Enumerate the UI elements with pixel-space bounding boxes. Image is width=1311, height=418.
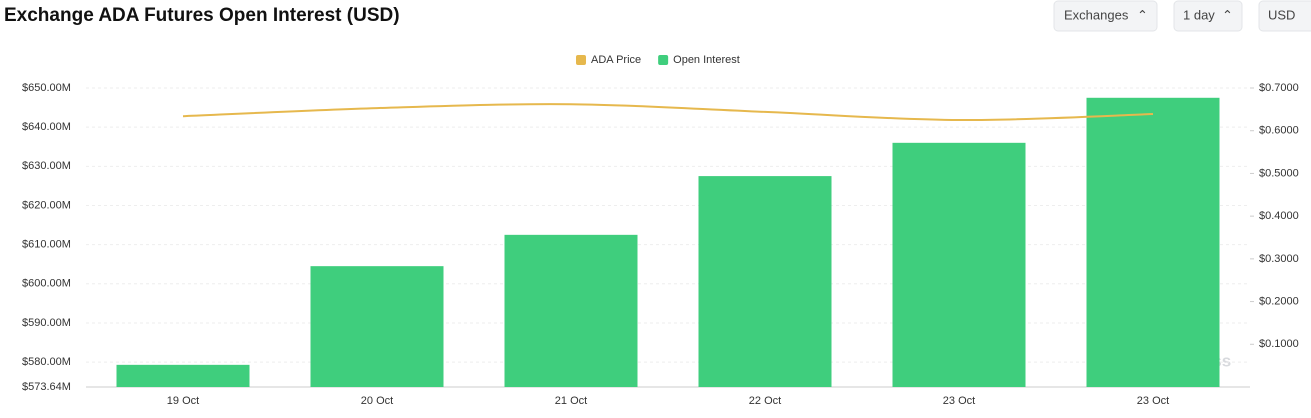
legend-swatch — [658, 55, 669, 65]
y2-tick-label: $0.4000 — [1259, 210, 1299, 222]
control-box[interactable] — [1053, 0, 1158, 32]
bar — [310, 266, 444, 387]
y-tick-label: $580.00M — [22, 356, 71, 368]
y2-tick-label: $0.7000 — [1259, 82, 1299, 94]
y2-tick-label: $0.5000 — [1259, 167, 1299, 179]
x-tick-label: 21 Oct — [555, 395, 587, 407]
x-tick-label: 20 Oct — [361, 395, 393, 407]
legend-label: Open Interest — [673, 54, 740, 66]
y-tick-label: $650.00M — [22, 82, 71, 94]
x-tick-label: 23 Oct — [943, 395, 975, 407]
bar — [1086, 97, 1220, 387]
legend-label: ADA Price — [591, 54, 641, 66]
chart-title: Exchange ADA Futures Open Interest (USD) — [4, 5, 400, 26]
y2-tick-label: $0.2000 — [1259, 295, 1299, 307]
control-label[interactable]: Exchanges — [1064, 7, 1129, 22]
y2-tick-label: $0.6000 — [1259, 125, 1299, 137]
y2-tick-label: $0.1000 — [1259, 338, 1299, 350]
x-tick-label: 19 Oct — [167, 395, 199, 407]
y-tick-label: $590.00M — [22, 317, 71, 329]
bar — [698, 176, 832, 387]
control-arrow: ⌃ — [1222, 7, 1233, 22]
y-tick-label: $573.64M — [22, 381, 71, 393]
y-tick-label: $630.00M — [22, 160, 71, 172]
line — [182, 103, 1154, 122]
y2-tick-label: $0.3000 — [1259, 253, 1299, 265]
bar — [504, 234, 638, 387]
x-tick-label: 22 Oct — [749, 395, 781, 407]
x-tick-label: 23 Oct — [1137, 395, 1169, 407]
y-tick-label: $610.00M — [22, 239, 71, 251]
control-box[interactable] — [1173, 0, 1243, 32]
y-tick-label: $620.00M — [22, 199, 71, 211]
bar — [892, 142, 1026, 387]
control[interactable]: USD — [1258, 0, 1311, 32]
control[interactable]: 1 day ⌃ — [1173, 0, 1243, 32]
y-tick-label: $600.00M — [22, 278, 71, 290]
bar — [116, 364, 250, 387]
control-label[interactable]: USD — [1268, 7, 1295, 22]
legend-swatch — [576, 55, 586, 65]
control-arrow: ⌃ — [1137, 7, 1148, 22]
control[interactable]: Exchanges ⌃ — [1053, 0, 1158, 32]
control-box[interactable] — [1258, 0, 1311, 32]
control-label[interactable]: 1 day — [1183, 7, 1215, 22]
y-tick-label: $640.00M — [22, 121, 71, 133]
